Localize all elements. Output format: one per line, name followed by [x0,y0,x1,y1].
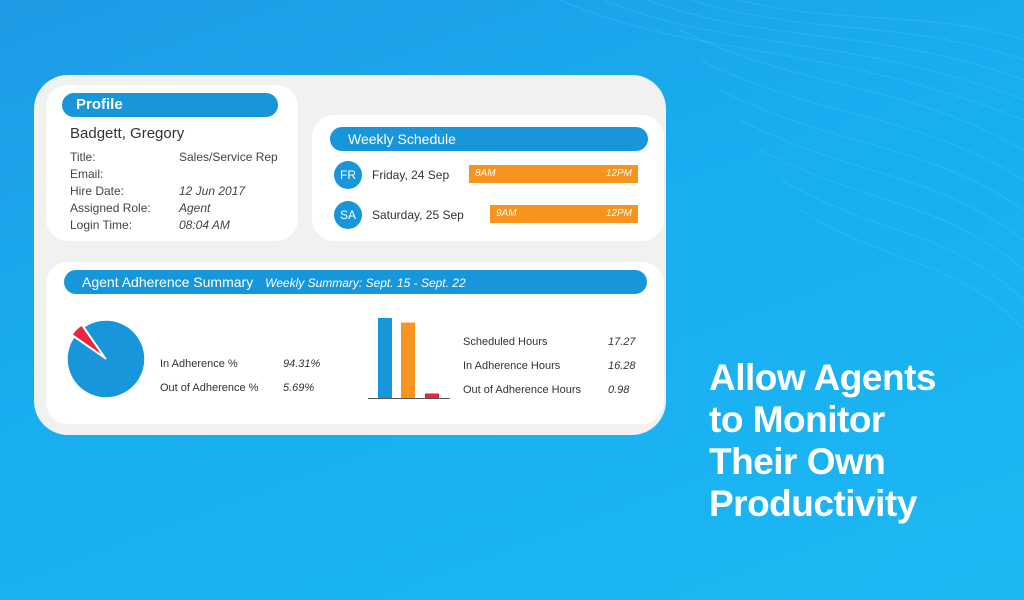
schedule-header: Weekly Schedule [330,127,648,151]
scheduled-hours-value: 17.27 [608,336,636,348]
weekly-schedule-card: Weekly Schedule FR Friday, 24 Sep 8AM 12… [312,115,664,241]
shift-bar-saturday: 9AM 12PM [490,205,638,223]
out-adherence-pct-label: Out of Adherence % [160,382,259,394]
out-adherence-hours-value: 0.98 [608,384,630,396]
login-time-value: 08:04 AM [179,218,230,232]
day-badge-saturday: SA [334,201,362,229]
email-label: Email: [70,167,104,181]
adherence-pie-chart [66,319,146,399]
shift-end: 12PM [605,208,632,219]
headline-line-1: Allow Agents [709,357,936,398]
in-adherence-hours-label: In Adherence Hours [463,360,561,372]
assigned-role-value: Agent [179,201,211,215]
headline-line-4: Productivity [709,483,917,524]
in-adherence-pct-value: 94.31% [283,358,321,370]
adherence-summary-card: Agent Adherence Summary Weekly Summary: … [46,262,664,424]
adherence-subtitle: Weekly Summary: Sept. 15 - Sept. 22 [265,276,466,290]
headline-line-2: to Monitor [709,399,885,440]
profile-card: Profile Badgett, Gregory Title: Sales/Se… [46,85,298,241]
shift-end: 12PM [605,168,632,179]
in-adherence-hours-value: 16.28 [608,360,636,372]
shift-start: 9AM [496,208,517,219]
in-adherence-pct-label: In Adherence % [160,358,238,370]
hours-bar-chart [368,318,450,399]
profile-header: Profile [62,93,278,117]
assigned-role-label: Assigned Role: [70,201,151,215]
out-adherence-hours-label: Out of Adherence Hours [463,384,582,396]
login-time-label: Login Time: [70,218,133,232]
title-label: Title: [70,150,96,164]
shift-bar-friday: 8AM 12PM [469,165,638,183]
bar-out-of-adherence-hours [425,393,439,398]
headline-line-3: Their Own [709,441,886,482]
agent-name: Badgett, Gregory [70,125,185,142]
adherence-title: Agent Adherence Summary [82,274,254,290]
adherence-header: Agent Adherence Summary Weekly Summary: … [64,270,647,294]
pie-slice-in-adherence [66,319,146,399]
hire-date-label: Hire Date: [70,184,125,198]
bar-scheduled-hours [378,318,392,398]
hire-date-value: 12 Jun 2017 [179,184,246,198]
out-adherence-pct-value: 5.69% [283,382,315,394]
scheduled-hours-label: Scheduled Hours [463,336,548,348]
day-label-friday: Friday, 24 Sep [372,168,450,182]
title-value: Sales/Service Rep [179,150,278,164]
bar-in-adherence-hours [401,322,415,398]
pie-slice-out-of-adherence [70,323,105,358]
day-badge-friday: FR [334,161,362,189]
headline: Allow Agents to Monitor Their Own Produc… [709,357,1019,525]
day-label-saturday: Saturday, 25 Sep [372,208,464,222]
shift-start: 8AM [475,168,496,179]
